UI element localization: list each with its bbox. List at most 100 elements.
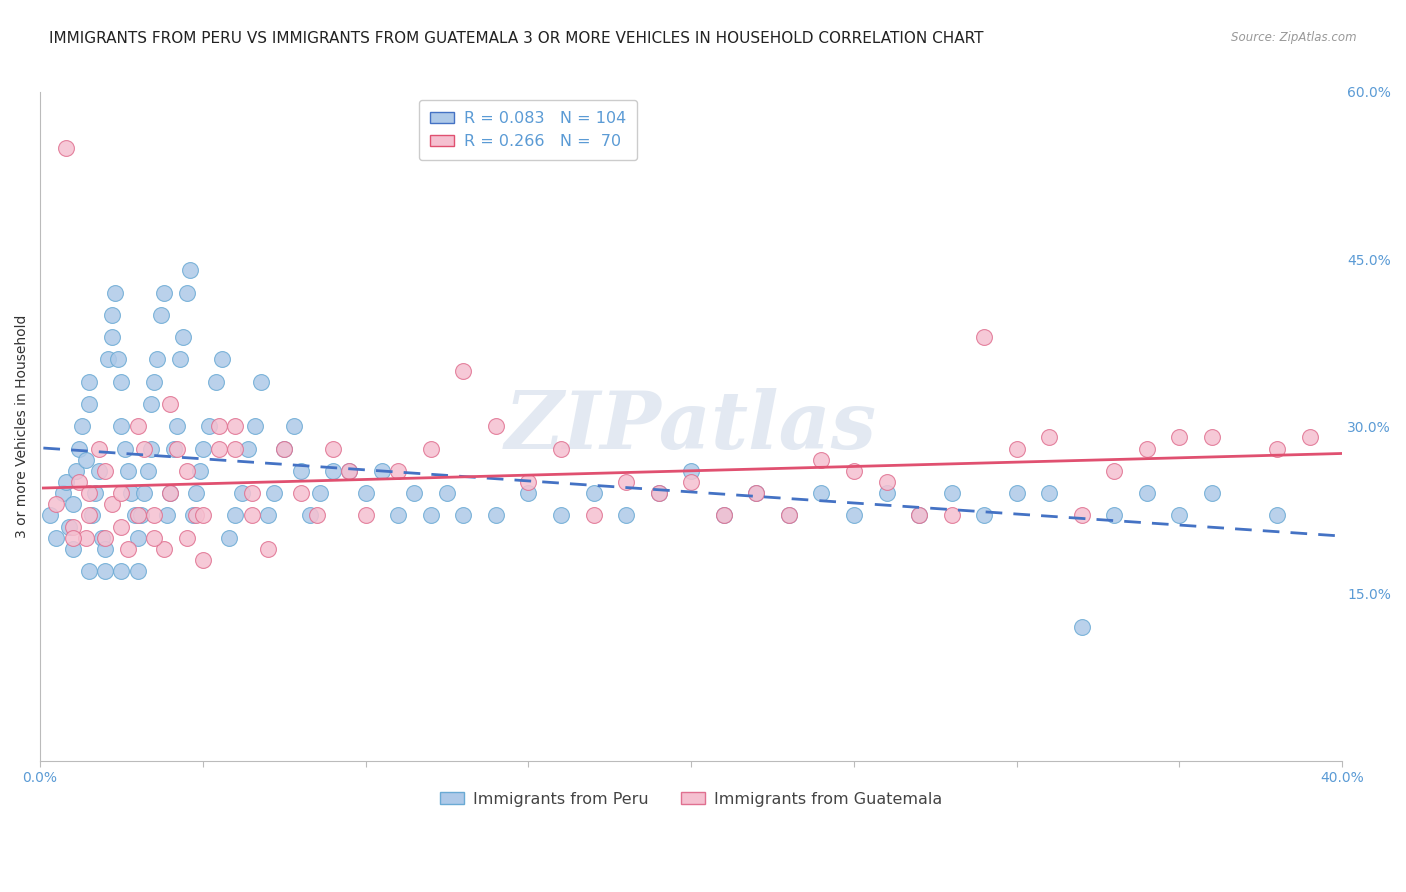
Point: [517, 475, 540, 489]
Point: [134, 486, 156, 500]
Point: [337, 464, 360, 478]
Y-axis label: 3 or more Vehicles in Household: 3 or more Vehicles in Household: [15, 315, 30, 538]
Point: [62, 541, 84, 556]
Point: [124, 508, 146, 523]
Point: [75, 531, 97, 545]
Point: [176, 531, 198, 545]
Point: [1168, 430, 1191, 444]
Point: [250, 375, 273, 389]
Point: [1265, 442, 1288, 456]
Point: [973, 330, 995, 344]
Point: [243, 419, 266, 434]
Point: [62, 519, 84, 533]
Point: [582, 486, 605, 500]
Point: [186, 508, 208, 523]
Point: [778, 508, 800, 523]
Point: [87, 442, 110, 456]
Point: [1070, 620, 1092, 634]
Point: [117, 464, 139, 478]
Point: [1168, 508, 1191, 523]
Point: [62, 497, 84, 511]
Point: [55, 140, 77, 154]
Point: [224, 442, 246, 456]
Point: [143, 531, 166, 545]
Point: [876, 486, 898, 500]
Text: ZIPatlas: ZIPatlas: [505, 387, 877, 465]
Point: [77, 508, 100, 523]
Point: [453, 508, 475, 523]
Point: [149, 308, 172, 322]
Point: [778, 508, 800, 523]
Point: [1070, 508, 1092, 523]
Point: [156, 508, 179, 523]
Point: [908, 508, 931, 523]
Point: [100, 308, 122, 322]
Point: [908, 508, 931, 523]
Point: [485, 508, 508, 523]
Text: Source: ZipAtlas.com: Source: ZipAtlas.com: [1232, 31, 1357, 45]
Point: [94, 541, 117, 556]
Point: [419, 508, 441, 523]
Point: [205, 375, 228, 389]
Point: [82, 508, 104, 523]
Point: [110, 419, 132, 434]
Point: [186, 486, 208, 500]
Point: [263, 486, 285, 500]
Point: [1104, 508, 1126, 523]
Point: [810, 452, 832, 467]
Point: [143, 375, 166, 389]
Legend: Immigrants from Peru, Immigrants from Guatemala: Immigrants from Peru, Immigrants from Gu…: [433, 785, 949, 813]
Point: [305, 508, 328, 523]
Point: [973, 508, 995, 523]
Point: [211, 352, 233, 367]
Point: [1136, 442, 1159, 456]
Point: [1104, 464, 1126, 478]
Point: [290, 486, 312, 500]
Point: [810, 486, 832, 500]
Point: [166, 442, 188, 456]
Point: [453, 363, 475, 377]
Point: [842, 508, 865, 523]
Point: [257, 541, 280, 556]
Point: [65, 464, 87, 478]
Point: [110, 519, 132, 533]
Point: [67, 442, 90, 456]
Point: [231, 486, 253, 500]
Point: [127, 531, 149, 545]
Point: [179, 263, 201, 277]
Point: [1299, 430, 1322, 444]
Point: [84, 486, 107, 500]
Point: [129, 508, 152, 523]
Point: [94, 464, 117, 478]
Point: [136, 464, 159, 478]
Point: [224, 419, 246, 434]
Point: [224, 508, 246, 523]
Point: [77, 397, 100, 411]
Point: [681, 464, 703, 478]
Point: [283, 419, 305, 434]
Point: [97, 352, 120, 367]
Point: [45, 497, 67, 511]
Point: [517, 486, 540, 500]
Point: [1136, 486, 1159, 500]
Point: [127, 508, 149, 523]
Point: [94, 564, 117, 578]
Point: [188, 464, 211, 478]
Point: [647, 486, 669, 500]
Point: [153, 541, 176, 556]
Point: [91, 531, 114, 545]
Point: [1038, 486, 1060, 500]
Point: [208, 442, 231, 456]
Point: [166, 419, 188, 434]
Point: [240, 486, 263, 500]
Point: [485, 419, 508, 434]
Point: [75, 452, 97, 467]
Point: [371, 464, 394, 478]
Point: [273, 442, 295, 456]
Point: [77, 486, 100, 500]
Point: [55, 475, 77, 489]
Point: [354, 508, 377, 523]
Point: [191, 553, 214, 567]
Point: [1038, 430, 1060, 444]
Point: [681, 475, 703, 489]
